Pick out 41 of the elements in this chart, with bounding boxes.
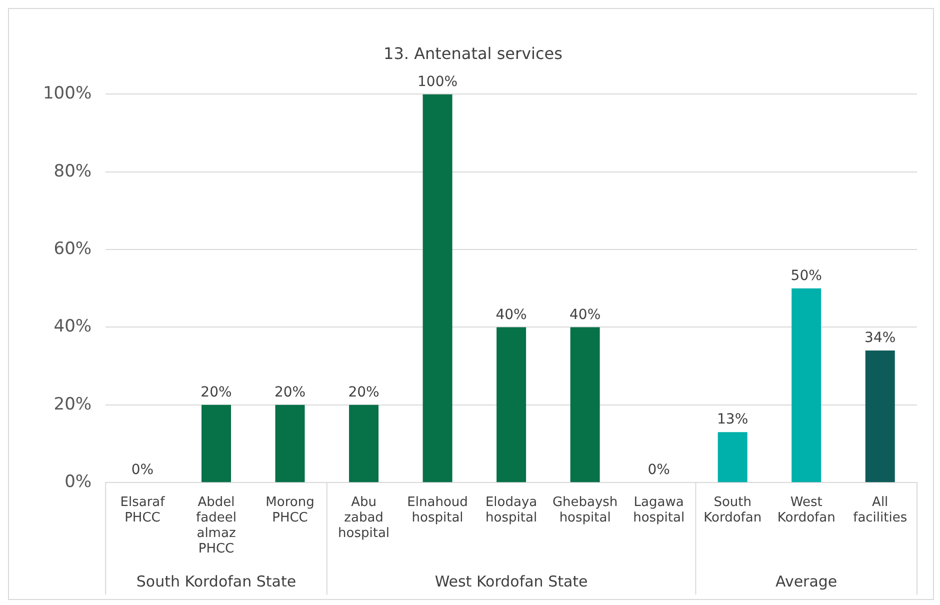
data-label: 0%	[131, 462, 154, 478]
bar	[570, 327, 600, 482]
data-label: 100%	[418, 74, 458, 90]
x-tick-label: South Kordofan	[704, 494, 762, 526]
x-tick-label: Morong PHCC	[266, 494, 314, 526]
bar	[718, 432, 748, 482]
data-label: 0%	[648, 462, 670, 478]
x-tick-label: Lagawa hospital	[633, 494, 685, 526]
x-tick-label: Abu zabad hospital	[338, 494, 390, 541]
chart-title: 13. Antenatal services	[384, 44, 562, 63]
x-tick-label: Elodaya hospital	[485, 494, 538, 526]
y-tick-label: 0%	[64, 472, 92, 492]
bar	[275, 404, 305, 482]
bar	[422, 94, 452, 482]
bar	[496, 327, 526, 482]
x-tick-label: Elnahoud hospital	[407, 494, 468, 526]
bar	[349, 404, 379, 482]
y-tick-label: 40%	[54, 316, 92, 337]
data-label: 34%	[864, 330, 896, 346]
data-label: 40%	[496, 306, 527, 323]
y-tick-label: 60%	[54, 238, 92, 259]
data-label: 20%	[348, 384, 380, 401]
data-label: 20%	[200, 384, 232, 401]
y-tick-label: 100%	[42, 84, 92, 104]
x-tick-label: Abdel fadeel almaz PHCC	[196, 494, 236, 557]
x-tick-label: All facilities	[853, 494, 908, 526]
x-tick-label: Elsaraf PHCC	[120, 494, 166, 526]
bar	[865, 350, 895, 482]
bar	[201, 404, 231, 482]
data-label: 40%	[570, 306, 601, 323]
x-tick-label: West Kordofan	[777, 494, 836, 526]
bar	[792, 288, 822, 482]
data-label: 20%	[274, 384, 306, 401]
y-tick-label: 80%	[54, 161, 92, 182]
y-tick-label: 20%	[54, 394, 92, 414]
data-label: 13%	[717, 412, 748, 428]
text: South Kordofan State	[136, 572, 296, 590]
text: Average	[776, 572, 838, 590]
data-label: 50%	[790, 268, 822, 284]
x-tick-label: Ghebaysh hospital	[552, 494, 618, 526]
text: West Kordofan State	[434, 572, 588, 590]
